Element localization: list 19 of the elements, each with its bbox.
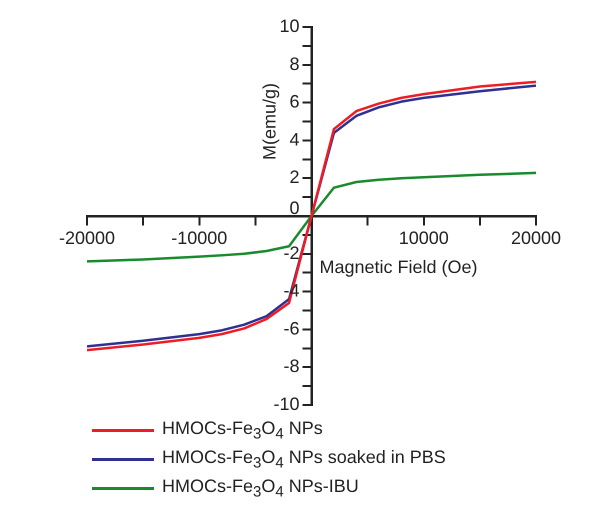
y-tick-label: 6 — [289, 92, 300, 112]
y-tick-label: -10 — [273, 394, 300, 414]
y-tick-label: -2 — [283, 242, 300, 263]
x-tick-label: 10000 — [398, 228, 449, 248]
x-tick-label: -10000 — [171, 228, 228, 248]
x-axis-title: Magnetic Field (Oe) — [320, 256, 478, 277]
y-axis-title: M(emu/g) — [259, 82, 280, 160]
y-tick-label: 2 — [289, 167, 300, 188]
y-tick-label: 0 — [289, 198, 300, 218]
y-tick-label: 10 — [279, 16, 300, 36]
y-tick-label: 8 — [289, 54, 300, 74]
legend-label: HMOCs-Fe$_{3}$O$_{4}$ NPs soaked in PBS — [162, 447, 446, 472]
y-tick-label: -6 — [283, 318, 300, 338]
x-tick-label: 20000 — [510, 228, 562, 248]
legend-label: HMOCs-Fe$_{3}$O$_{4}$ NPs-IBU — [162, 476, 359, 501]
legend-label: HMOCs-Fe$_{3}$O$_{4}$ NPs — [162, 418, 323, 443]
x-tick-label: -20000 — [58, 228, 116, 248]
y-tick-label: 4 — [289, 129, 300, 150]
y-tick-label: -8 — [283, 356, 300, 376]
